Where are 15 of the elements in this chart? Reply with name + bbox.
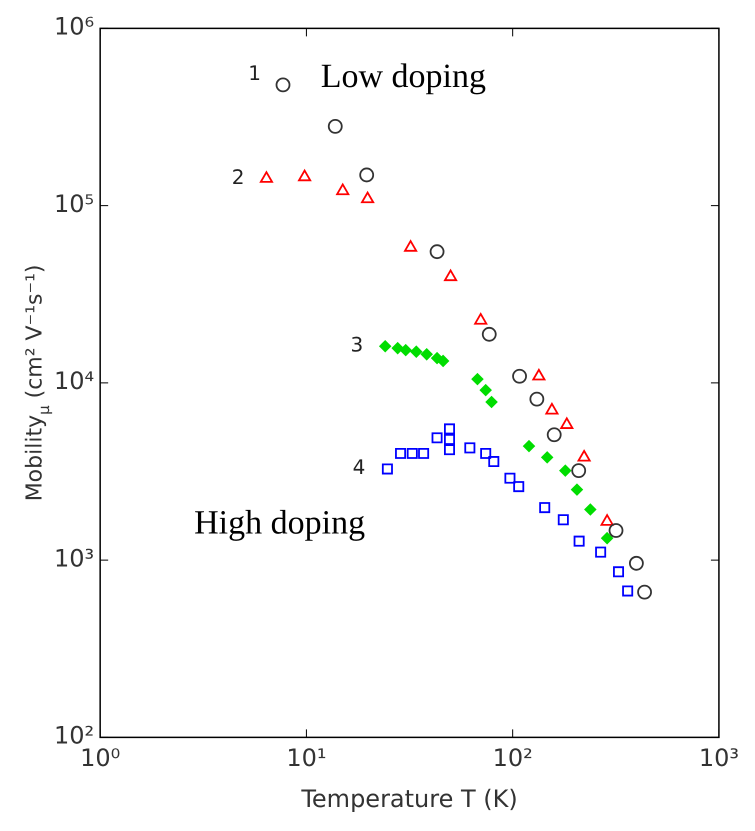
annotation: High doping [194, 504, 366, 542]
y-axis-title: Mobilityμ (cm² V⁻¹s⁻¹) [22, 264, 53, 502]
x-tick-label: 10² [492, 744, 533, 772]
series-label: 2 [232, 164, 244, 189]
y-tick-label: 10⁵ [54, 190, 94, 218]
y-tick-label: 10⁴ [54, 367, 94, 396]
y-tick-label: 10⁶ [54, 12, 94, 41]
annotation: Low doping [320, 58, 486, 95]
series-label: 1 [248, 61, 261, 86]
x-tick-label: 10³ [698, 744, 740, 772]
series-label: 3 [350, 332, 364, 356]
series-label: 4 [352, 455, 366, 480]
y-tick-label: 10³ [54, 544, 94, 572]
x-axis-title: Temperature T (K) [300, 784, 518, 813]
x-tick-label: 10¹ [286, 744, 326, 772]
